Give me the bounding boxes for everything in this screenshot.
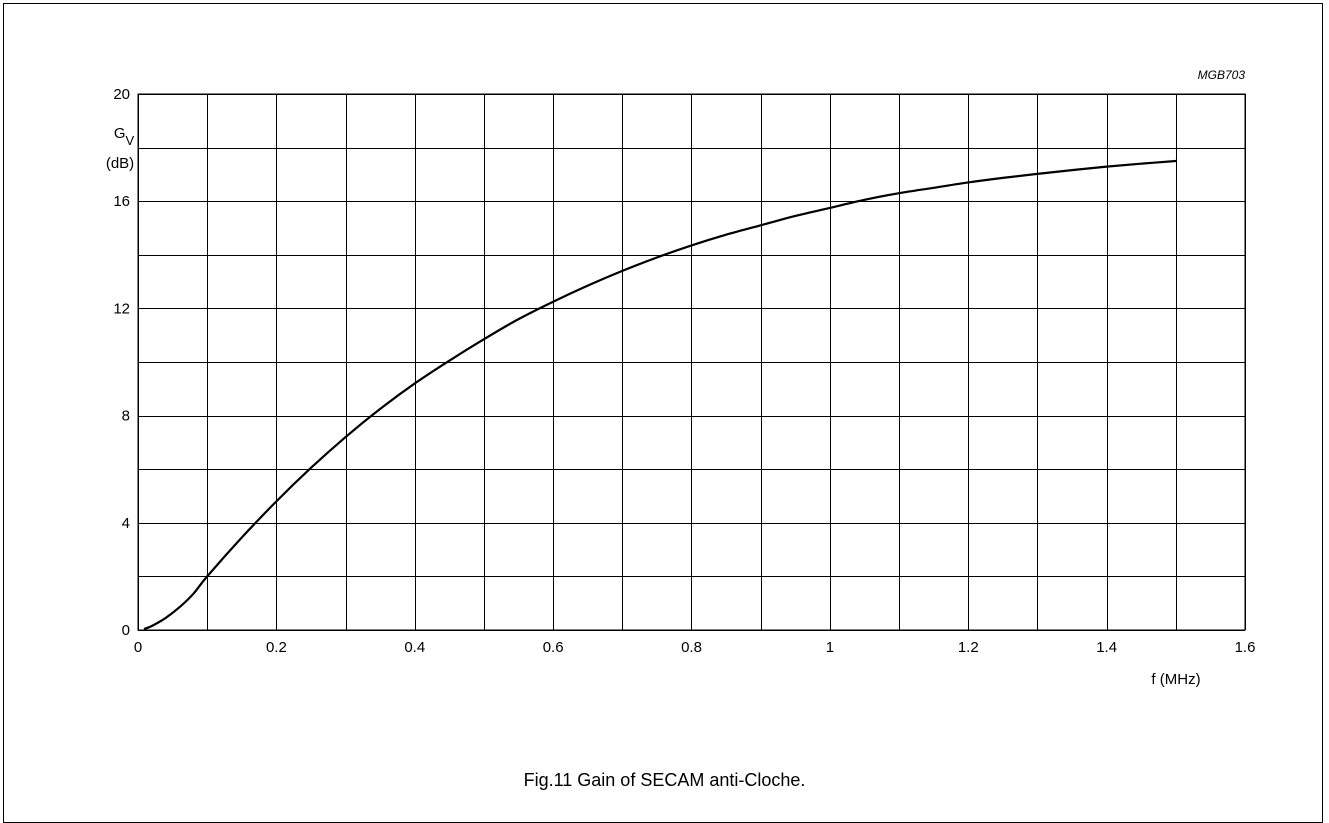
x-tick-label: 1.2 [958, 639, 979, 656]
x-tick-label: 1.4 [1096, 639, 1117, 656]
y-axis-label-symbol: G [114, 125, 126, 142]
x-axis-ticks: 0 0.2 0.4 0.6 0.8 1 1.2 1.4 1.6 [134, 639, 1256, 656]
x-tick-label: 1.6 [1235, 639, 1256, 656]
y-tick-label: 20 [113, 86, 130, 103]
y-axis-unit: (dB) [106, 155, 134, 172]
y-axis-label: GV [114, 125, 135, 148]
y-tick-label: 16 [113, 193, 130, 210]
y-tick-label: 8 [122, 408, 130, 425]
x-tick-label: 0 [134, 639, 142, 656]
x-tick-label: 0.4 [404, 639, 425, 656]
plot-area-border [137, 93, 1246, 631]
y-axis-label-subscript: V [126, 133, 135, 148]
series-line-gain [143, 159, 1177, 630]
y-axis-ticks: 0 4 8 12 16 20 [113, 86, 130, 639]
x-tick-label: 0.2 [266, 639, 287, 656]
x-tick-label: 1 [826, 639, 834, 656]
y-tick-label: 4 [122, 515, 130, 532]
chart-grid [138, 94, 1246, 631]
x-tick-label: 0.8 [681, 639, 702, 656]
x-tick-label: 0.6 [543, 639, 564, 656]
figure-caption: Fig.11 Gain of SECAM anti-Cloche. [523, 770, 806, 790]
y-tick-label: 12 [113, 300, 130, 317]
x-axis-label: f (MHz) [1151, 671, 1200, 688]
figure-id: MGB703 [1198, 68, 1246, 82]
y-tick-label: 0 [122, 622, 130, 639]
